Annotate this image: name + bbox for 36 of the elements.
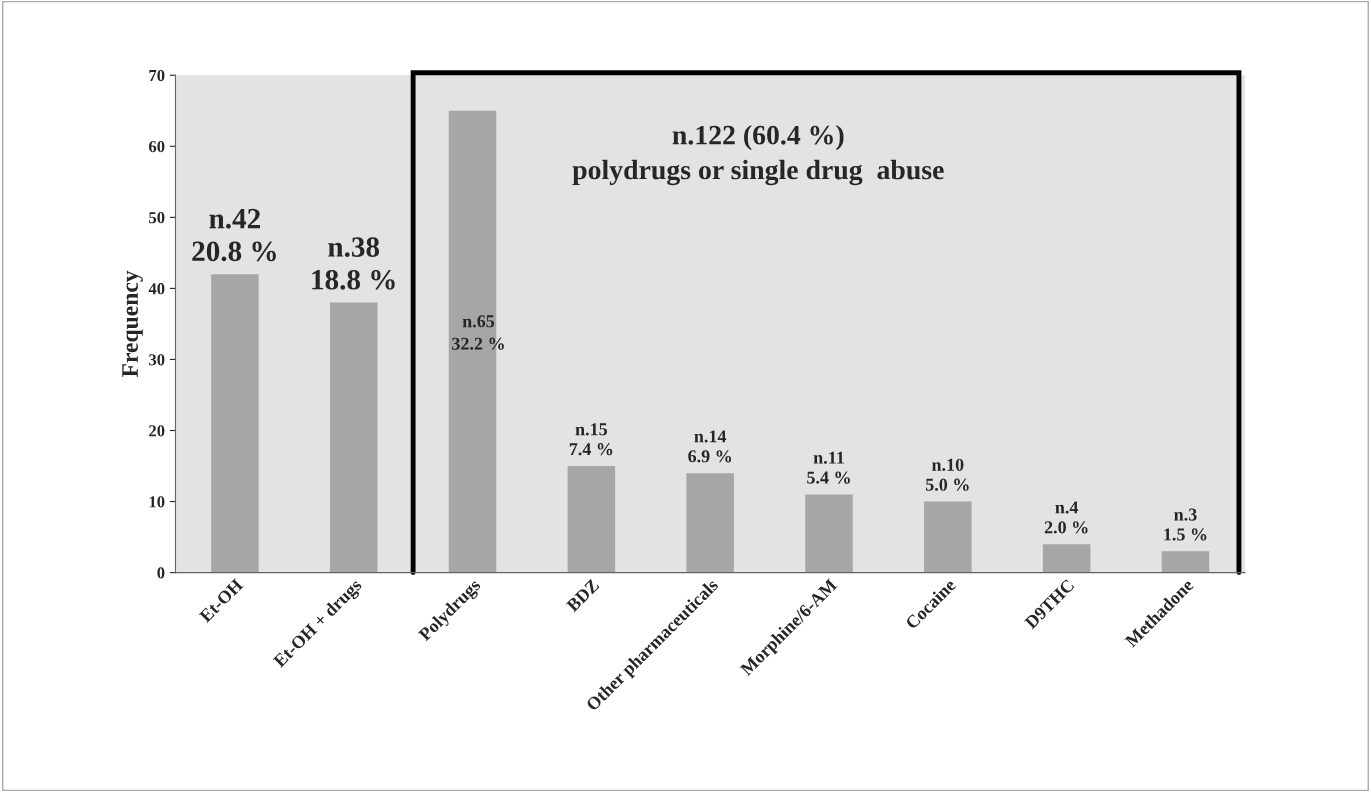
bar [1042, 544, 1091, 573]
data-label: n.4 [1055, 501, 1079, 514]
annotation: 7.4 % [569, 443, 613, 456]
y-tick-label: 70 [149, 69, 165, 82]
bar [211, 274, 259, 573]
y-tick-label: 10 [149, 496, 165, 508]
bar [924, 501, 972, 573]
data-label: n.14 [694, 430, 727, 443]
annotation: 32.2 % [452, 337, 504, 350]
bar [686, 473, 734, 573]
y-tick-label: 30 [149, 354, 165, 366]
y-tick-label: 20 [149, 425, 165, 437]
annotation: 1.5 % [1164, 528, 1207, 541]
y-tick-label: 0 [157, 567, 165, 579]
y-tick-label: 40 [148, 283, 165, 295]
annotation: 6.9 % [688, 450, 732, 463]
data-label: n.42 [209, 208, 260, 229]
bar [329, 302, 378, 573]
bar [567, 466, 616, 573]
bar [1161, 551, 1210, 573]
bar [805, 494, 853, 573]
annotation: 5.0 % [925, 478, 969, 491]
annotation: 18.8 % [312, 269, 395, 290]
annotation: 20.8 % [192, 241, 276, 262]
y-axis-title: Frequency [122, 270, 143, 378]
annotation: n.122 (60.4 %) polydrugs or single drug abuse [572, 124, 944, 186]
annotation: 5.4 % [807, 471, 850, 484]
data-label: n.10 [932, 458, 964, 471]
data-label: n.38 [328, 237, 380, 258]
data-label: n.15 [575, 423, 607, 436]
data-label: n.3 [1174, 508, 1197, 521]
y-tick-label: 60 [148, 140, 165, 153]
data-label: n.11 [813, 451, 844, 464]
data-label: n.65 [462, 315, 495, 328]
y-tick-label: 50 [149, 212, 165, 224]
annotation: 2.0 % [1044, 521, 1088, 534]
